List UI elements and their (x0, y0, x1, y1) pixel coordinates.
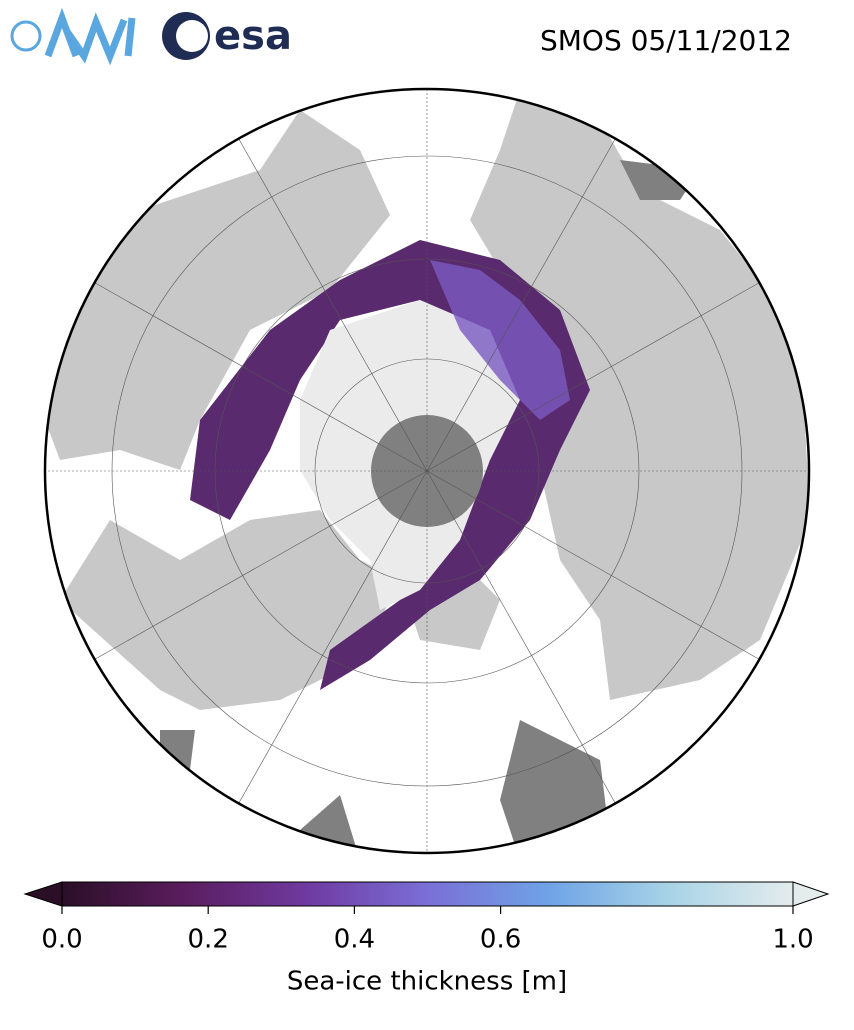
colorbar-tick-label: 0.0 (41, 925, 82, 955)
map-title: SMOS 05/11/2012 (540, 24, 792, 57)
map-boundary (43, 87, 811, 855)
colorbar-extend-min (23, 881, 63, 907)
colorbar-tick-label: 1.0 (772, 925, 813, 955)
polar-map (45, 89, 809, 853)
colorbar (23, 881, 830, 914)
colorbar-tick-label: 0.6 (480, 925, 521, 955)
colorbar-tick-label: 0.2 (188, 925, 229, 955)
esa-text: esa (214, 13, 292, 59)
colorbar-label: Sea-ice thickness [m] (287, 967, 567, 997)
colorbar-scale (61, 881, 794, 907)
esa-logo: esa (162, 12, 292, 60)
colorbar-extend-max (792, 881, 830, 907)
colorbar-tick-label: 0.4 (334, 925, 375, 955)
awi-logo (10, 7, 136, 66)
